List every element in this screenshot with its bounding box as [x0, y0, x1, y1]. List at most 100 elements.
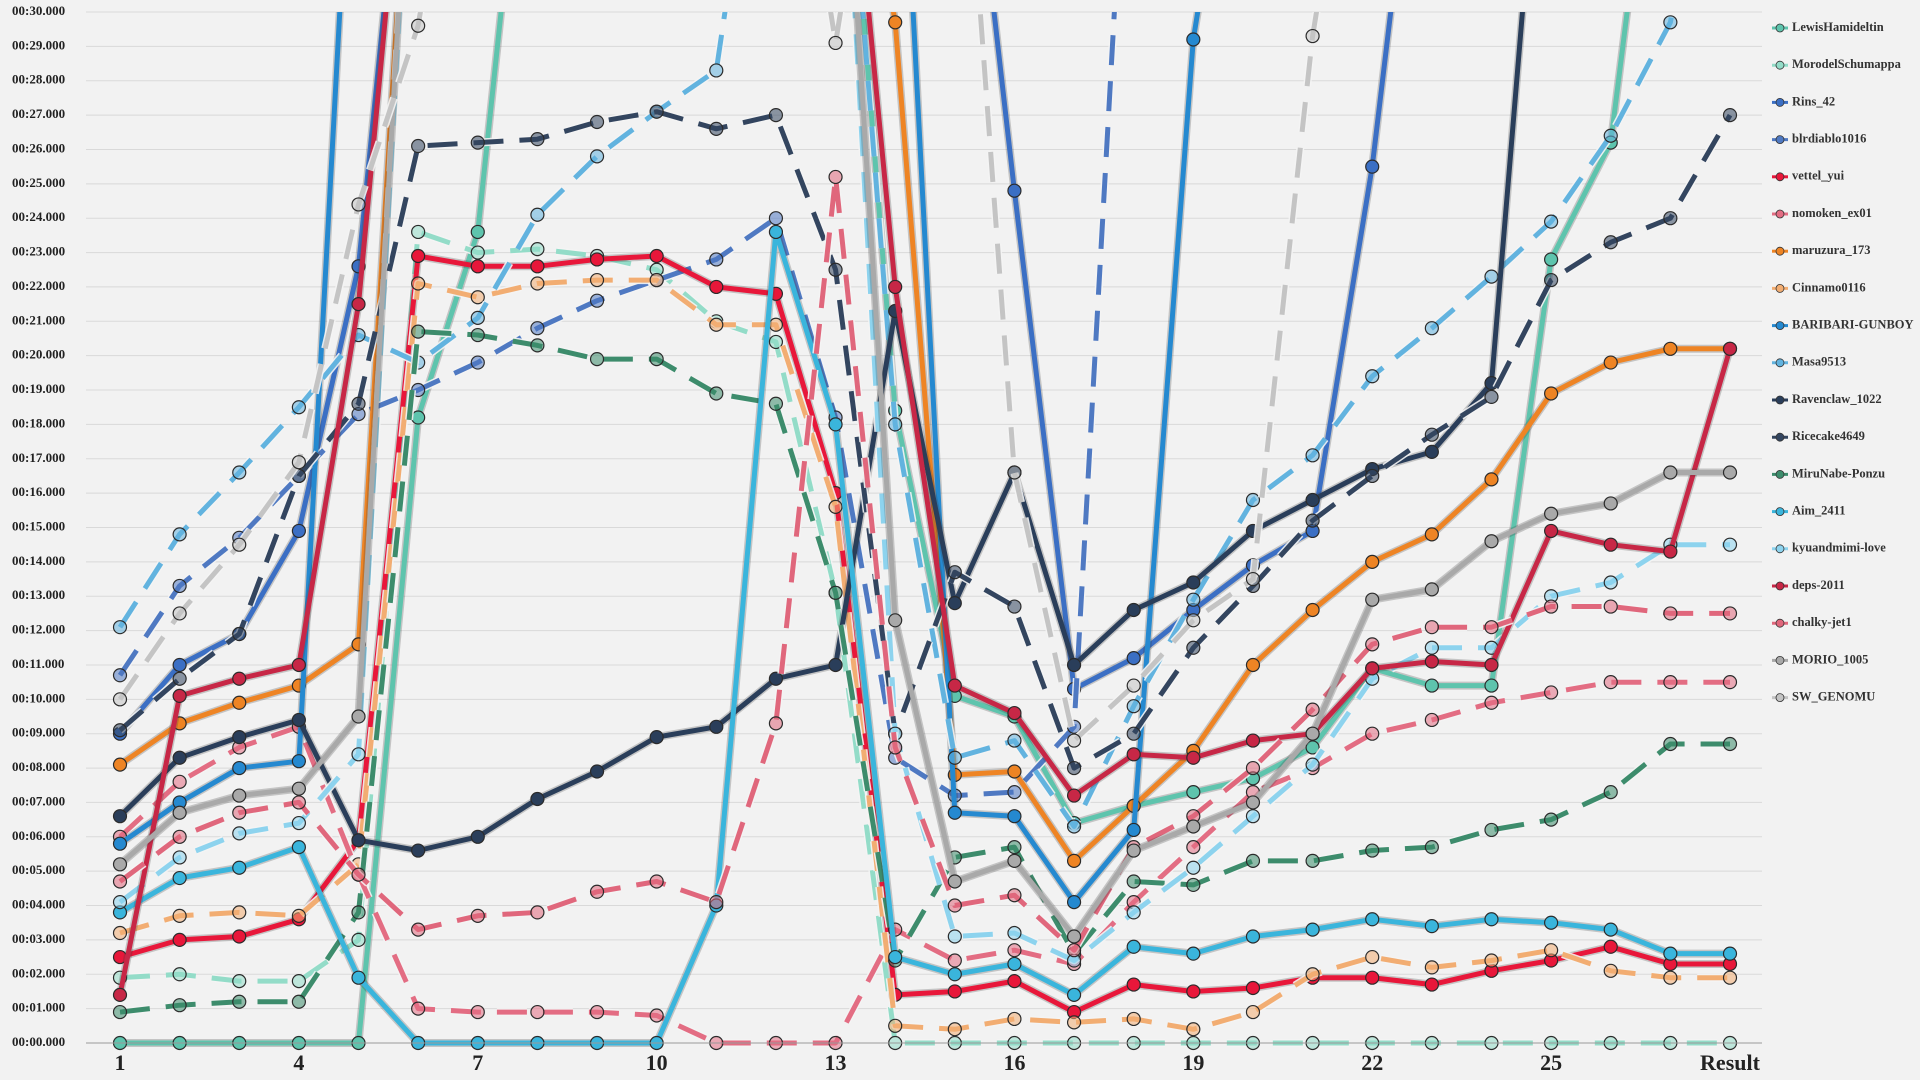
point	[1126, 822, 1141, 838]
point	[1126, 1011, 1141, 1027]
point	[1722, 970, 1738, 985]
point	[291, 523, 306, 539]
point	[1424, 527, 1439, 542]
point	[1424, 321, 1439, 336]
series	[112, 12, 1738, 944]
legend-label: MorodelSchumappa	[1792, 57, 1902, 71]
line	[117, 12, 1675, 829]
point	[1603, 599, 1618, 614]
point	[1424, 712, 1439, 728]
point	[1186, 592, 1201, 607]
legend-label: blrdiablo1016	[1792, 131, 1866, 145]
point	[1066, 788, 1082, 803]
legend-marker	[1775, 135, 1785, 145]
point	[530, 132, 545, 147]
point	[1305, 448, 1320, 463]
point	[947, 750, 962, 765]
point	[947, 805, 962, 820]
point	[1007, 840, 1022, 855]
point	[411, 248, 426, 264]
point	[291, 908, 306, 923]
y-tick-label: 00:25.000	[12, 175, 65, 190]
point	[172, 578, 187, 594]
point	[1484, 389, 1499, 405]
legend-marker	[1775, 507, 1785, 517]
legend-marker	[1775, 283, 1785, 293]
point	[1007, 853, 1022, 868]
point	[112, 723, 128, 738]
point	[291, 795, 306, 810]
point	[351, 297, 366, 312]
point	[411, 922, 426, 937]
point	[1365, 592, 1380, 607]
y-tick-label: 00:02.000	[12, 965, 65, 980]
point	[768, 211, 784, 226]
point	[1305, 492, 1320, 508]
point	[947, 898, 962, 913]
point	[589, 352, 605, 367]
y-tick-label: 00:04.000	[12, 897, 65, 912]
point	[1245, 492, 1261, 508]
y-tick-label: 00:21.000	[12, 312, 65, 327]
point	[351, 833, 366, 848]
point	[888, 417, 903, 432]
legend: LewisHamideltin MorodelSchumappa Rins_42bl…	[1772, 20, 1914, 703]
point	[1126, 678, 1141, 693]
legend-label: Ricecake4649	[1792, 429, 1865, 443]
point	[1305, 967, 1320, 982]
legend-marker	[1775, 618, 1785, 628]
legend-marker	[1775, 395, 1785, 405]
point	[1186, 877, 1201, 893]
point	[1484, 695, 1499, 710]
series	[112, 169, 1738, 958]
point	[470, 224, 485, 240]
point	[112, 757, 128, 772]
series	[112, 224, 1738, 1051]
legend-marker	[1775, 693, 1785, 702]
point	[709, 719, 724, 734]
point	[1603, 785, 1618, 800]
legend-marker	[1775, 172, 1785, 182]
line	[119, 329, 1730, 1015]
point	[1365, 554, 1380, 569]
point	[530, 338, 545, 353]
point	[1722, 537, 1738, 552]
point	[1424, 582, 1439, 597]
y-tick-label: 00:18.000	[12, 415, 65, 430]
point	[947, 984, 962, 999]
point	[1066, 819, 1082, 834]
point	[768, 107, 784, 123]
y-tick-label: 00:24.000	[12, 209, 65, 224]
point	[470, 829, 485, 844]
point	[1365, 159, 1380, 174]
point	[232, 994, 247, 1009]
line	[120, 12, 1630, 1046]
point	[1544, 252, 1559, 267]
point	[589, 149, 605, 164]
point	[232, 826, 247, 841]
point	[1066, 894, 1082, 910]
point	[1007, 465, 1022, 480]
point	[828, 585, 843, 600]
point	[828, 35, 843, 51]
point	[470, 355, 485, 370]
point	[1722, 107, 1738, 123]
point	[1305, 922, 1320, 937]
point	[351, 197, 366, 212]
point	[1126, 747, 1141, 762]
legend-label: BARIBARI-GUNBOY	[1792, 317, 1914, 331]
point	[1424, 444, 1439, 459]
point	[112, 1004, 128, 1020]
point	[1424, 678, 1439, 693]
point	[1365, 661, 1380, 676]
point	[947, 953, 962, 968]
x-tick-label: 10	[646, 1050, 668, 1075]
point	[1365, 369, 1380, 384]
point	[1365, 637, 1380, 652]
point	[530, 259, 545, 274]
point	[1186, 840, 1201, 855]
point	[530, 321, 545, 336]
point	[1066, 657, 1082, 673]
point	[470, 259, 485, 274]
legend-marker	[1775, 656, 1785, 665]
